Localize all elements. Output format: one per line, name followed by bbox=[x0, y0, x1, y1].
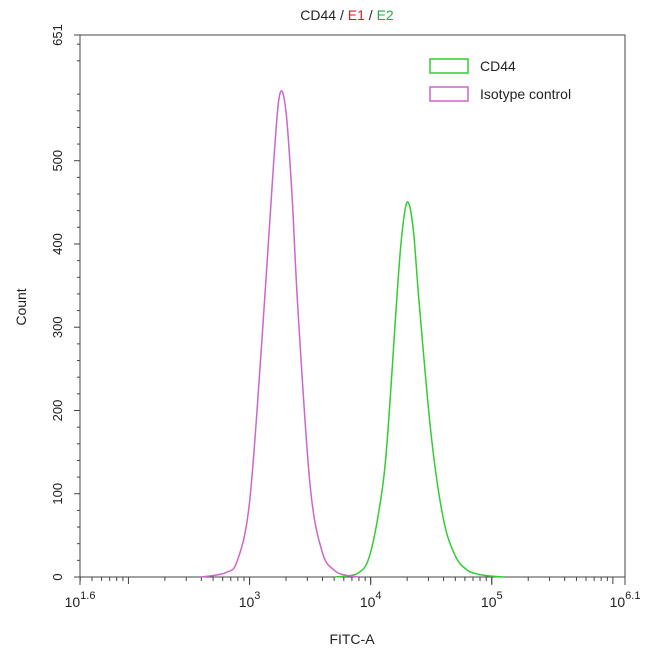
plot-area bbox=[79, 34, 626, 578]
title-part: E2 bbox=[377, 7, 394, 23]
y-tick-label: 400 bbox=[50, 233, 65, 255]
y-tick-label: 500 bbox=[50, 150, 65, 172]
y-tick-label: 0 bbox=[50, 573, 65, 580]
title-part: / bbox=[365, 7, 377, 23]
svg-text:CD44 / E1 / E2: CD44 / E1 / E2 bbox=[300, 7, 394, 23]
x-tick-label: 103 bbox=[239, 590, 261, 610]
y-axis: 0 100 200 300 400 500 651 bbox=[50, 24, 80, 581]
title-part: E1 bbox=[348, 7, 365, 23]
legend-label: Isotype control bbox=[480, 86, 571, 102]
y-axis-label: Count bbox=[13, 288, 29, 325]
y-tick-label: 651 bbox=[50, 24, 65, 46]
x-tick-label: 106.1 bbox=[610, 590, 641, 610]
legend: CD44 Isotype control bbox=[429, 58, 571, 102]
x-axis: 101.6 103 104 105 106.1 bbox=[65, 577, 641, 610]
title-part: / bbox=[336, 7, 348, 23]
x-axis-label: FITC-A bbox=[329, 631, 375, 647]
y-tick-label: 300 bbox=[50, 316, 65, 338]
title-part: CD44 bbox=[300, 7, 336, 23]
plot-border bbox=[79, 34, 626, 578]
series-line-isotype-control bbox=[200, 90, 359, 578]
legend-swatch bbox=[429, 86, 469, 102]
legend-label: CD44 bbox=[480, 58, 516, 74]
chart-title: CD44 / E1 / E2 bbox=[300, 7, 394, 23]
x-tick-label: 104 bbox=[360, 590, 382, 610]
series-layer bbox=[200, 90, 504, 578]
x-tick-label: 105 bbox=[481, 590, 503, 610]
y-tick-label: 200 bbox=[50, 400, 65, 422]
y-tick-label: 100 bbox=[50, 483, 65, 505]
series-line-cd44 bbox=[334, 201, 504, 578]
legend-swatch bbox=[429, 58, 469, 74]
x-tick-label: 101.6 bbox=[65, 590, 96, 610]
